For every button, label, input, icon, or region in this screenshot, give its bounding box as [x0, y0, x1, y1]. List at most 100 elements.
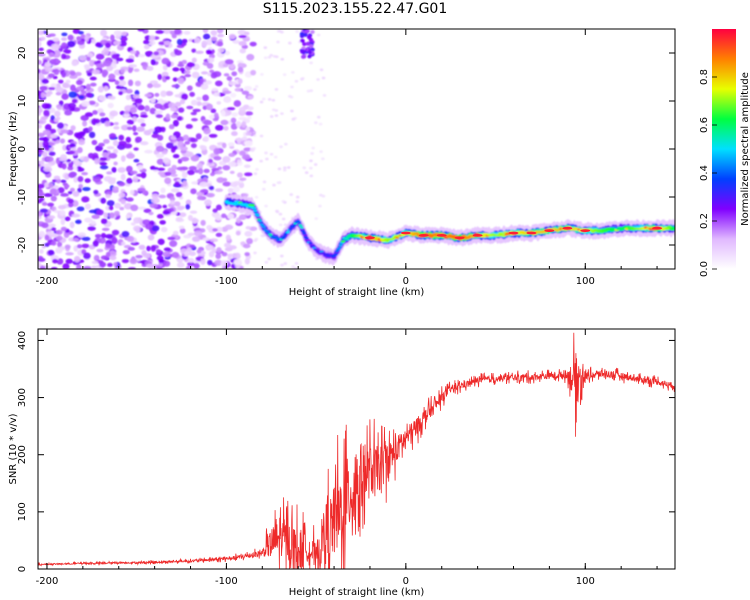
noise-blob	[281, 199, 286, 203]
noise-blob	[224, 224, 234, 230]
noise-blob	[99, 112, 106, 117]
noise-blob	[38, 199, 43, 204]
noise-blob	[206, 192, 215, 198]
noise-blob	[150, 58, 156, 66]
noise-blob	[163, 260, 171, 267]
noise-blob	[155, 30, 165, 34]
noise-blob	[160, 226, 168, 233]
noise-blob	[302, 166, 307, 170]
noise-blob	[190, 111, 197, 116]
noise-blob	[264, 151, 268, 155]
noise-blob	[179, 228, 186, 234]
noise-blob	[64, 216, 71, 222]
noise-blob	[120, 68, 125, 74]
noise-blob	[121, 241, 126, 246]
noise-blob	[123, 112, 130, 118]
noise-blob	[176, 262, 185, 268]
noise-blob	[68, 91, 78, 99]
noise-blob	[201, 40, 208, 48]
noise-blob	[168, 124, 175, 130]
noise-blob	[209, 238, 219, 243]
snr-series-line	[38, 332, 675, 569]
noise-blob	[314, 121, 318, 125]
noise-blob	[122, 249, 130, 255]
noise-blob	[65, 258, 73, 264]
noise-blob	[184, 250, 190, 257]
noise-blob	[321, 194, 326, 198]
noise-blob	[220, 119, 229, 126]
noise-blob	[39, 160, 45, 167]
noise-blob	[70, 125, 76, 131]
ridge-blob	[297, 220, 302, 224]
ridge-peak	[562, 226, 573, 230]
noise-blob	[92, 176, 101, 183]
ridge-blob	[265, 230, 271, 233]
noise-blob	[75, 79, 83, 86]
noise-blob	[47, 249, 55, 256]
noise-blob	[93, 189, 99, 195]
noise-blob	[137, 118, 145, 124]
noise-blob	[316, 115, 321, 119]
noise-blob	[101, 152, 109, 158]
noise-blob	[269, 152, 274, 156]
noise-blob	[265, 157, 269, 161]
noise-blob	[127, 266, 136, 269]
noise-blob	[191, 48, 197, 53]
noise-blob	[147, 83, 153, 89]
noise-blob	[82, 120, 88, 127]
noise-blob	[316, 78, 320, 81]
noise-blob	[44, 124, 52, 131]
snr-x-tick-label: 0	[403, 576, 409, 587]
noise-blob	[91, 265, 97, 269]
noise-blob	[162, 64, 168, 71]
noise-blob	[47, 73, 55, 78]
noise-blob	[208, 158, 213, 164]
noise-blob	[243, 147, 253, 152]
noise-blob	[189, 244, 196, 249]
noise-blob	[191, 118, 198, 122]
noise-blob	[111, 167, 117, 173]
noise-blob	[238, 106, 246, 113]
noise-blob	[112, 148, 119, 155]
noise-blob	[195, 133, 202, 140]
colorbar-tick-label: 0.4	[699, 165, 710, 181]
noise-blob	[254, 85, 259, 88]
noise-blob	[52, 37, 60, 42]
noise-blob	[100, 232, 107, 239]
noise-blob	[306, 89, 311, 93]
noise-blob	[190, 188, 197, 195]
noise-blob	[130, 113, 139, 119]
noise-blob	[309, 159, 313, 163]
noise-blob	[106, 65, 114, 72]
noise-blob	[227, 161, 237, 167]
noise-blob	[260, 72, 264, 76]
noise-blob	[38, 137, 48, 141]
noise-blob	[163, 247, 171, 252]
noise-blob	[76, 86, 84, 91]
noise-blob	[172, 153, 180, 159]
noise-blob	[224, 50, 231, 56]
noise-blob	[267, 257, 271, 261]
noise-blob	[147, 234, 155, 241]
noise-blob	[175, 216, 183, 222]
noise-blob	[97, 86, 104, 93]
noise-blob	[49, 59, 57, 65]
noise-blob	[321, 157, 325, 161]
noise-blob	[275, 210, 280, 214]
noise-blob	[280, 254, 284, 258]
noise-blob	[42, 151, 48, 158]
noise-blob	[157, 167, 166, 172]
noise-blob	[244, 252, 250, 257]
noise-blob	[121, 258, 130, 264]
noise-blob	[311, 146, 315, 150]
noise-blob	[126, 197, 134, 202]
noise-blob	[221, 252, 228, 257]
noise-blob	[103, 175, 113, 182]
ridge-blob	[258, 219, 263, 223]
noise-blob	[215, 204, 222, 211]
noise-blob	[128, 79, 134, 87]
noise-blob	[81, 90, 87, 95]
noise-blob	[186, 62, 196, 68]
noise-blob	[169, 199, 176, 205]
noise-blob	[84, 64, 91, 71]
